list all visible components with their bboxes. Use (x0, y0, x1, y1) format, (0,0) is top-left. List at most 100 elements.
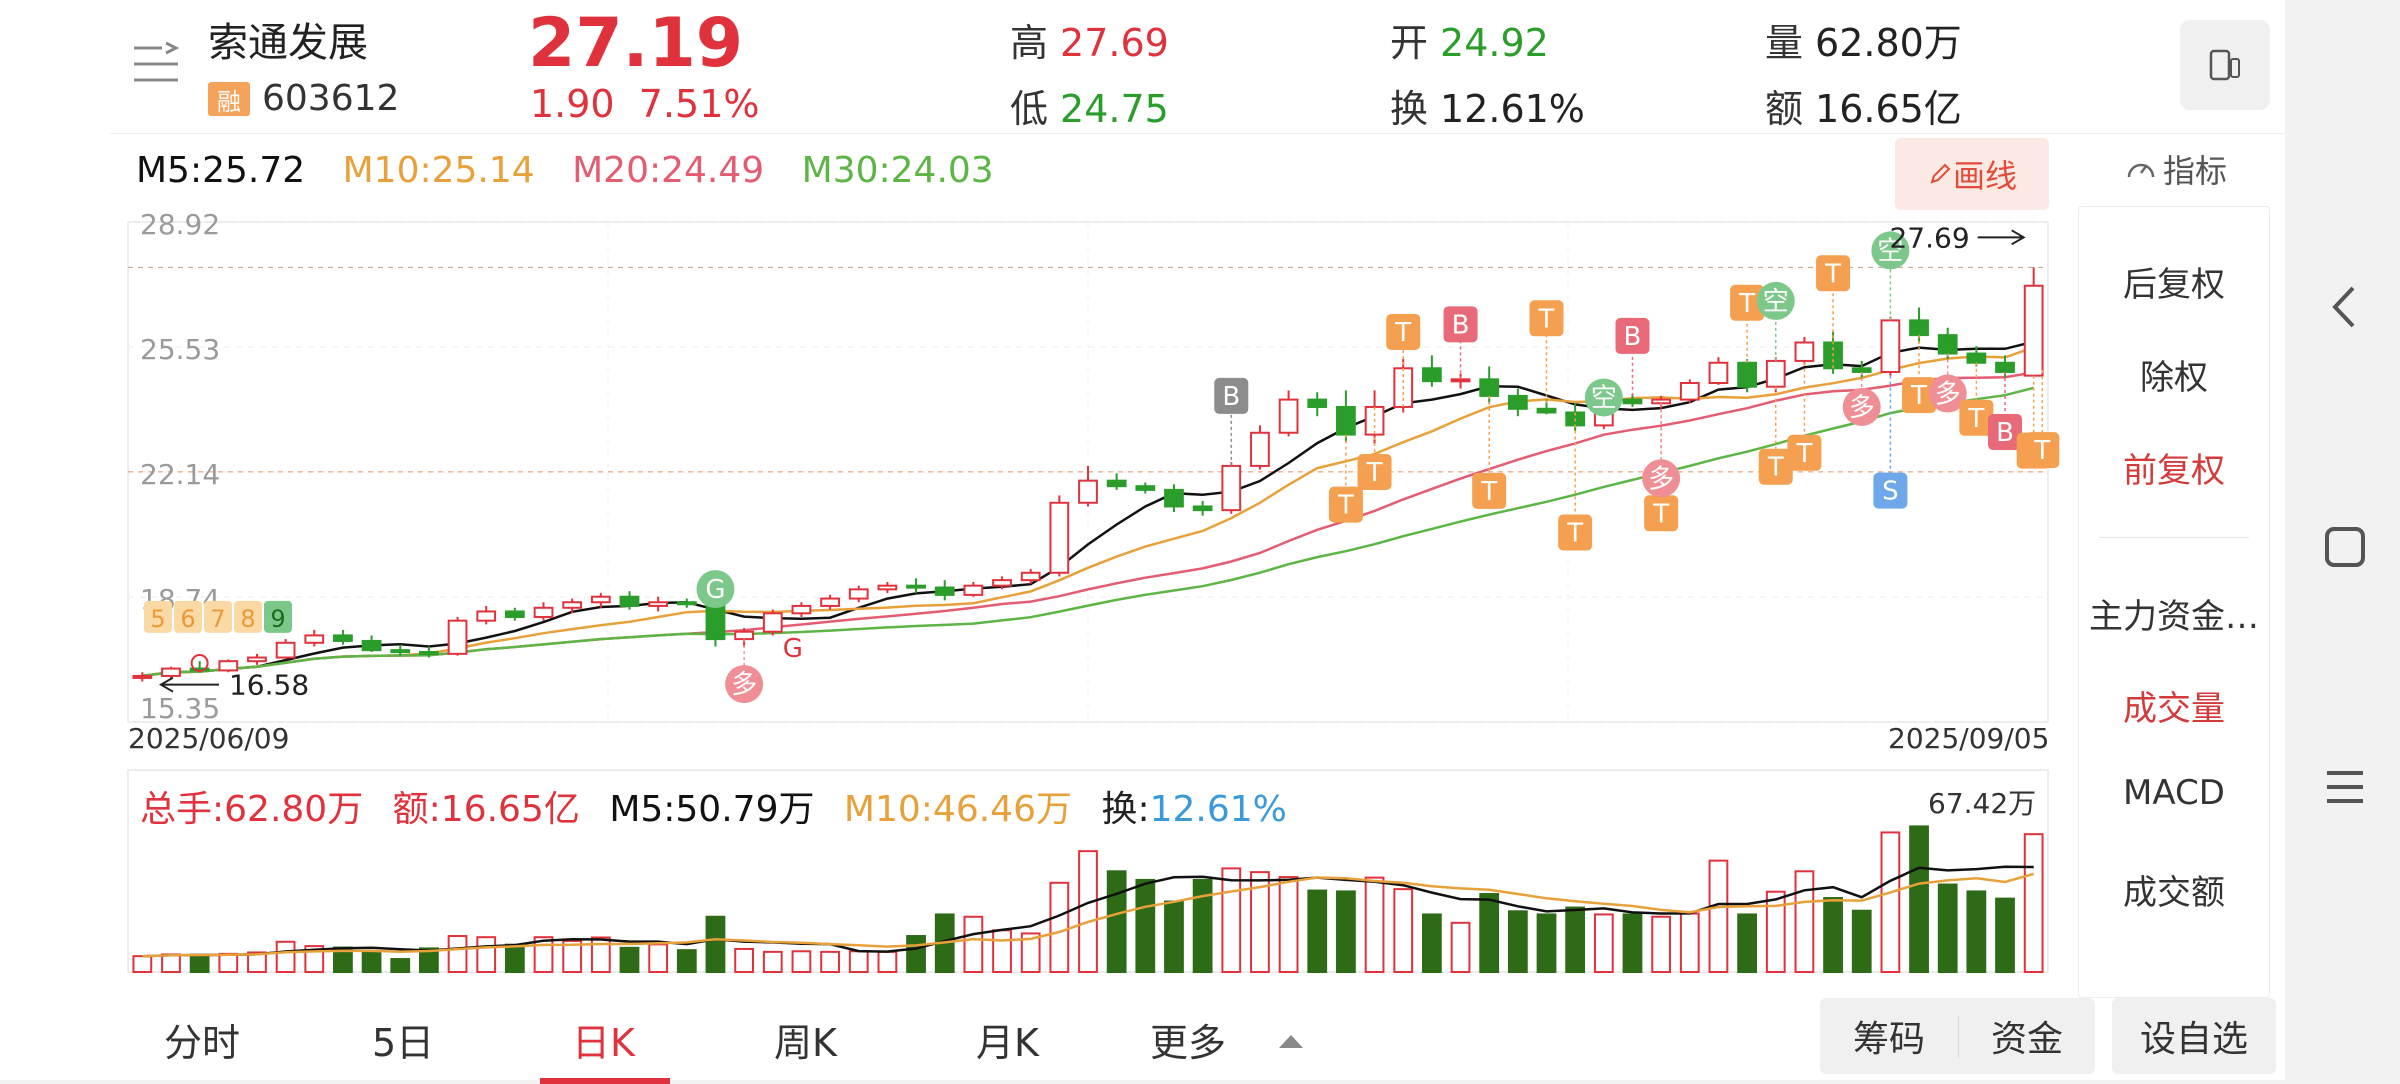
active-tab-indicator (540, 1078, 670, 1084)
volume-bar (218, 952, 239, 973)
signal-label: S (1882, 477, 1899, 507)
signal-label: T (1967, 404, 1984, 434)
signal-label: T (1480, 477, 1497, 507)
tab-weekly-k[interactable]: 周K (774, 1021, 837, 1065)
date-start-label: 2025/06/09 (128, 722, 290, 755)
candle-body (1278, 398, 1299, 434)
tab-intraday[interactable]: 分时 (164, 1021, 241, 1065)
tab-more-label: 更多 (1150, 1021, 1227, 1065)
td-count-label: 9 (270, 605, 285, 633)
side-item-back-adjust[interactable]: 后复权 (2123, 265, 2225, 305)
candle-body (562, 601, 583, 609)
draw-line-button[interactable]: 画线 (1895, 138, 2049, 210)
volume-m10: M10:46.46万 (843, 789, 1072, 830)
indicator-button[interactable]: 指标 (2125, 146, 2227, 192)
side-item-ex-rights[interactable]: 除权 (2140, 358, 2208, 398)
candle-body (1765, 359, 1786, 388)
side-item-forward-adjust[interactable]: 前复权 (2123, 451, 2225, 491)
candle-body (1909, 319, 1929, 337)
signal-label: 空 (1877, 236, 1903, 266)
volume-bar (1364, 876, 1385, 974)
signal-label: 空 (1763, 287, 1789, 317)
signal-shape (1386, 313, 1421, 350)
signal-shape (1902, 377, 1937, 414)
td-count-label: 7 (210, 605, 225, 633)
low-value: 24.75 (1060, 87, 1169, 131)
side-divider (2099, 537, 2249, 538)
side-item-volume[interactable]: 成交量 (2123, 689, 2225, 729)
t-signal: T (1529, 300, 1564, 404)
chart-options-panel: 后复权 除权 前复权 主力资金… 成交量 MACD 成交额 (2078, 206, 2270, 998)
tab-daily-k[interactable]: 日K (572, 1021, 635, 1065)
amount-value: 16.65亿 (1815, 87, 1962, 131)
td-count-badge (264, 600, 292, 633)
volume-quote: 量 62.80万 (1765, 12, 1962, 67)
ma10-label: M10:25.14 (342, 150, 535, 191)
candle-body (1135, 485, 1156, 491)
volume-bar (562, 939, 583, 973)
phone-rotate-icon (2209, 49, 2240, 81)
ma5-label: M5:25.72 (136, 150, 306, 191)
volume-bar (1851, 909, 1872, 974)
signal-shape (1328, 486, 1363, 523)
add-watchlist-button[interactable]: 设自选 (2112, 998, 2276, 1074)
funds-button[interactable]: 资金 (1990, 1019, 2063, 1060)
candle (906, 578, 926, 594)
menu-icon[interactable] (132, 41, 180, 86)
signal-shape (1959, 399, 1994, 436)
candle-body (161, 667, 181, 677)
high-quote: 高 27.69 (1010, 12, 1169, 67)
volume-bar (848, 950, 869, 973)
side-item-turnover-amount[interactable]: 成交额 (2123, 873, 2225, 913)
tab-monthly-k[interactable]: 月K (976, 1021, 1039, 1065)
long-signal: 多 (1928, 353, 1967, 413)
candle (504, 607, 525, 621)
home-nav-icon[interactable] (2320, 522, 2370, 572)
volume-bar (791, 950, 812, 973)
sell-signal: S (1873, 375, 1908, 509)
tab-5day[interactable]: 5日 (372, 1021, 435, 1065)
candle (963, 581, 984, 597)
margin-badge: 融 (208, 82, 250, 116)
candle-body (848, 588, 869, 600)
high-value: 27.69 (1060, 21, 1169, 65)
volume-bar (1507, 910, 1528, 974)
candle (419, 646, 439, 658)
tab-more[interactable]: 更多 (1150, 1012, 1226, 1067)
side-item-main-funds[interactable]: 主力资金… (2089, 597, 2259, 637)
low-marker-arrowhead (159, 676, 174, 693)
change-value: 1.90 (530, 82, 615, 126)
side-item-macd[interactable]: MACD (2123, 773, 2225, 813)
chips-button[interactable]: 筹码 (1852, 1019, 1925, 1060)
volume-bar (1221, 867, 1242, 974)
signal-label: T (1394, 318, 1411, 348)
candle (1164, 484, 1184, 512)
volume-label: 量 (1765, 21, 1804, 65)
candle (734, 628, 755, 647)
candle (161, 666, 181, 680)
candle (390, 644, 411, 656)
signal-label: T (1738, 289, 1755, 319)
volume-bar (1393, 888, 1414, 974)
ma20-label: M20:24.49 (572, 150, 765, 191)
recents-nav-icon[interactable] (2320, 762, 2370, 812)
back-nav-icon[interactable] (2320, 282, 2370, 332)
signal-label: 多 (1849, 393, 1875, 423)
candle (1221, 462, 1242, 514)
td-count-label: 8 (240, 605, 255, 633)
open-value: 24.92 (1440, 21, 1549, 65)
candle-body (390, 649, 411, 654)
volume-bar (161, 953, 181, 973)
candle-body (963, 584, 984, 596)
candle (447, 616, 468, 656)
y-tick-label: 15.35 (140, 692, 220, 725)
td-count-badge (144, 600, 172, 633)
signal-label: T (1566, 518, 1583, 548)
candle-body (247, 656, 267, 663)
signal-shape (1758, 448, 1793, 485)
landscape-toggle-button[interactable] (2180, 20, 2270, 110)
signal-shape (1756, 281, 1795, 320)
caret-up-icon[interactable] (1276, 1032, 1306, 1052)
volume-bar (419, 947, 439, 973)
